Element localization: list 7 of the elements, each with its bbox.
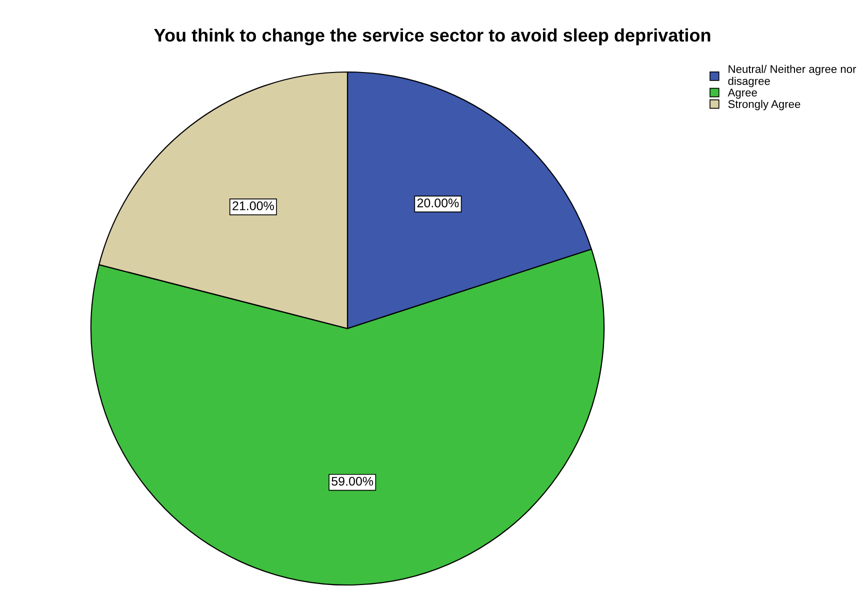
data-label: 21.00% [232,201,274,210]
data-label: 20.00% [417,198,459,208]
legend-label: Strongly Agree [728,100,800,110]
data-label: 59.00% [332,476,374,486]
legend-label: Neutral/ Neither agree nor disagree [728,64,856,88]
chart-title: You think to change the service sector to avoid sleep deprivation [154,28,710,46]
legend-label: Agree [728,88,757,99]
